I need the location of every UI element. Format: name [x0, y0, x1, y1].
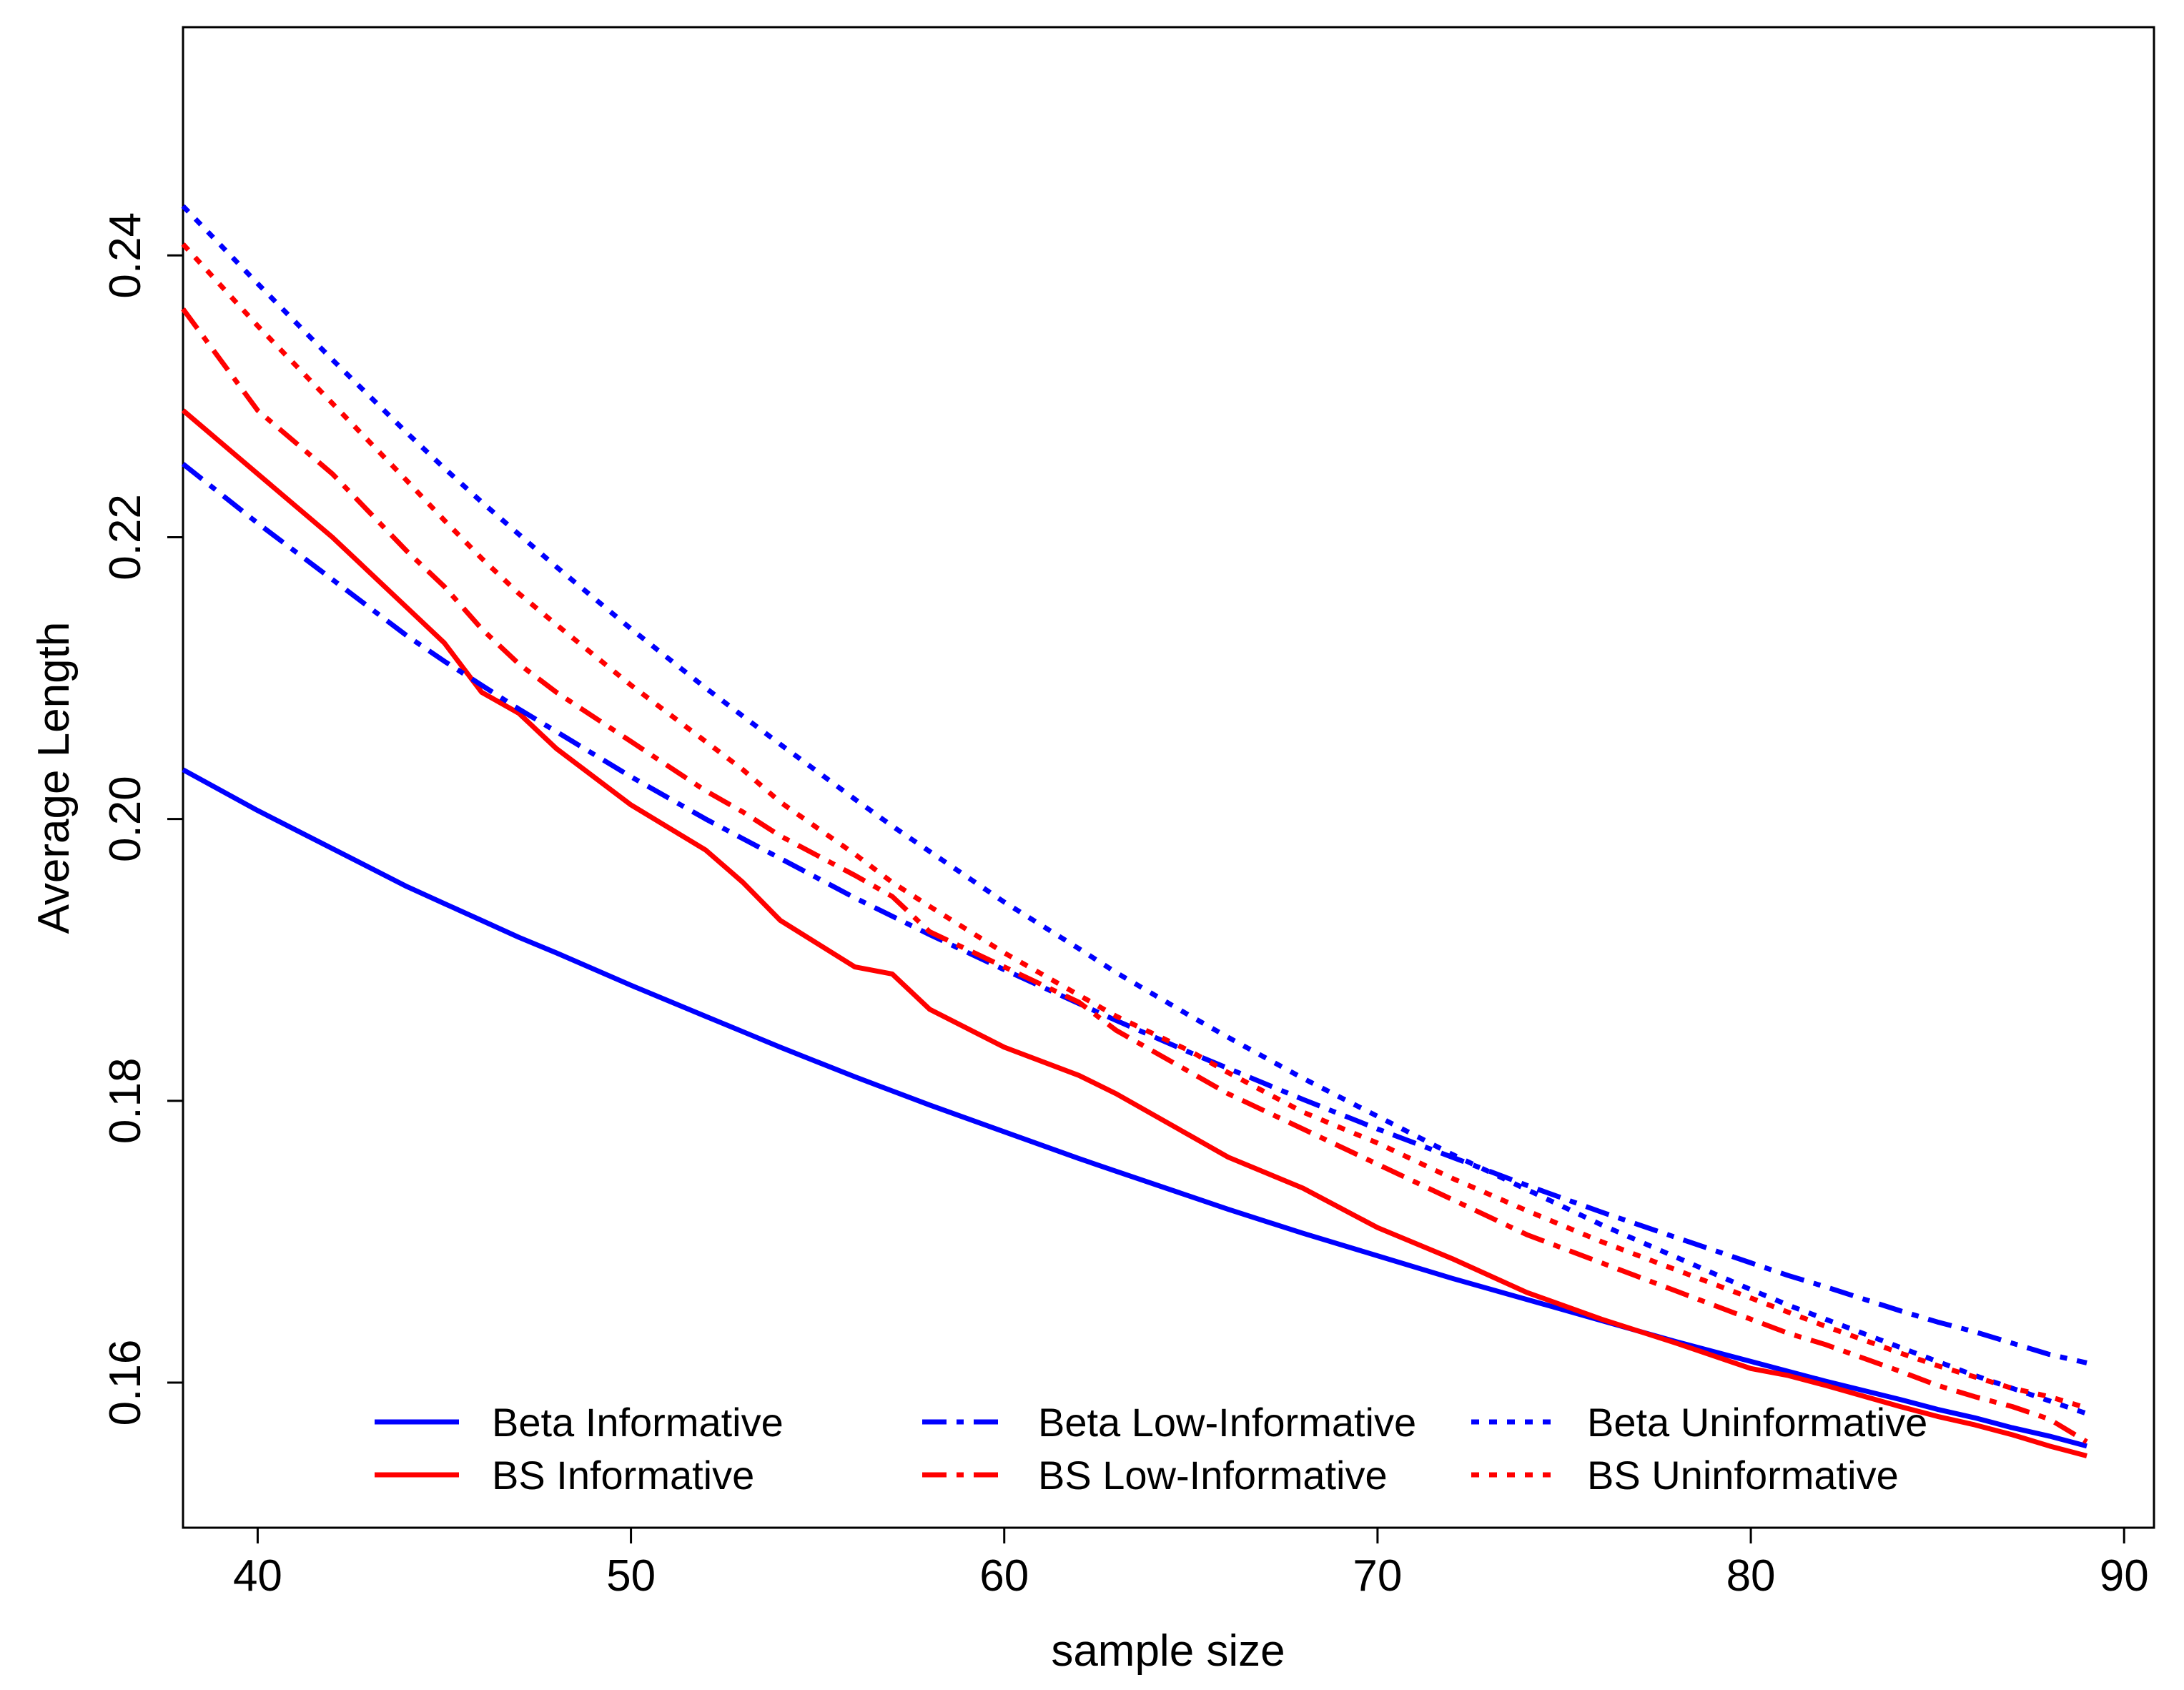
legend-label-bs-uninformative: BS Uninformative [1587, 1453, 1899, 1498]
y-axis-title: Average Length [29, 622, 79, 934]
series-line-beta-informative [182, 767, 2087, 1449]
x-axis-title: sample size [1051, 1626, 1285, 1676]
legend-label-bs-low-informative: BS Low-Informative [1038, 1453, 1388, 1498]
legend: Beta Informative BS Informative Beta Low… [375, 1400, 1927, 1498]
series-line-bs-low-informative [181, 307, 2088, 1444]
y-axis: 0.16 0.18 0.20 0.22 0.24 [101, 212, 183, 1425]
x-tick-label: 50 [606, 1551, 656, 1601]
series-line-bs-informative [181, 408, 2087, 1458]
series-line-bs-uninformative [181, 242, 2088, 1410]
series-line-beta-low-informative [181, 462, 2087, 1365]
y-tick-label: 0.20 [101, 776, 150, 862]
x-tick-label: 60 [979, 1551, 1029, 1601]
y-tick-label: 0.16 [101, 1340, 150, 1426]
x-tick-label: 70 [1353, 1551, 1402, 1601]
y-tick-label: 0.18 [101, 1057, 150, 1144]
legend-label-beta-informative: Beta Informative [492, 1400, 784, 1445]
legend-label-beta-uninformative: Beta Uninformative [1587, 1400, 1927, 1445]
x-tick-label: 80 [1726, 1551, 1776, 1601]
x-tick-label: 40 [233, 1551, 282, 1601]
x-axis: 40 50 60 70 80 90 [233, 1528, 2149, 1601]
y-tick-label: 0.24 [101, 212, 150, 299]
legend-label-beta-low-informative: Beta Low-Informative [1038, 1400, 1416, 1445]
y-tick-label: 0.22 [101, 494, 150, 580]
x-tick-label: 90 [2100, 1551, 2149, 1601]
plot-frame [182, 26, 2155, 1529]
legend-label-bs-informative: BS Informative [492, 1453, 754, 1498]
series-line-beta-uninformative [181, 204, 2088, 1416]
series-layer [181, 204, 2088, 1458]
